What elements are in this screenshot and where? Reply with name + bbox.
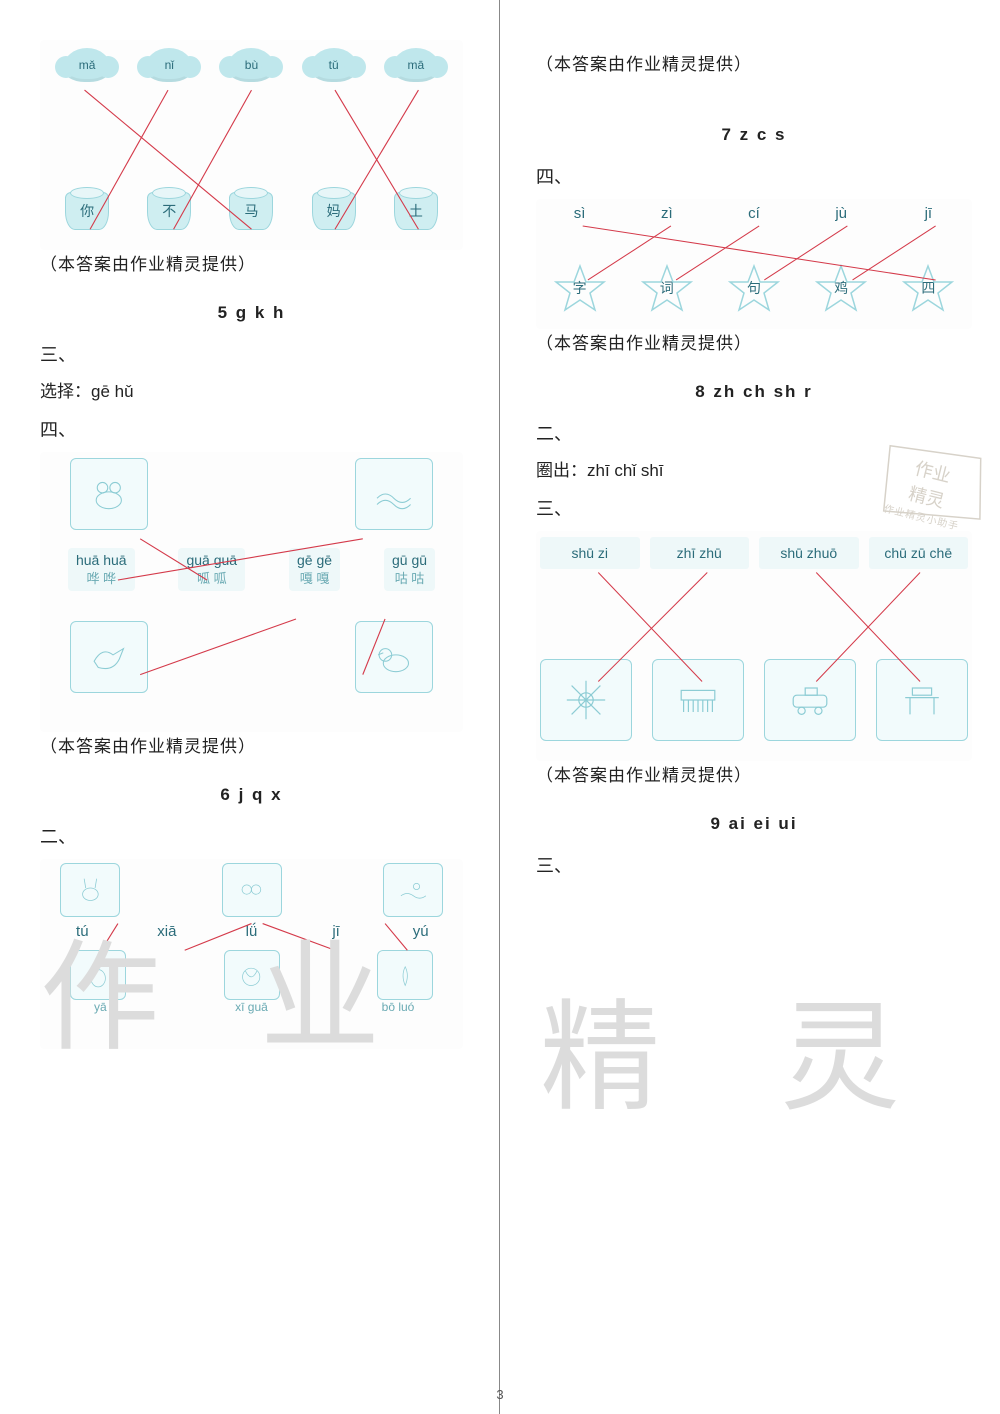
star-3: 句: [728, 264, 780, 312]
credit-4: （本答案由作业精灵提供）: [536, 329, 972, 354]
heading-8zhchshr: 8 zh ch sh r: [536, 382, 972, 402]
credit-1: （本答案由作业精灵提供）: [40, 250, 463, 275]
sec-label-9-3: 三、: [536, 852, 972, 878]
tile-rabbit: [60, 863, 120, 917]
page-number: 3: [496, 1387, 503, 1402]
tile-insects: [222, 863, 282, 917]
heading-7zcs: 7 z c s: [536, 125, 972, 145]
chip-2: guā guā呱 呱: [178, 548, 245, 591]
sec-label-8-3: 三、: [536, 495, 972, 521]
sec3-text: 选择：gē hǔ: [40, 377, 463, 402]
match-clouds-buckets: mǎ nǐ bù tǔ mā 你 不 马 妈 土: [40, 40, 463, 275]
py-ji: jī: [900, 205, 956, 222]
match-words-pictures: shū zi zhī zhū shū zhuō chū zū chē: [536, 531, 972, 786]
cloud-1: mǎ: [63, 48, 111, 82]
fl-boluo: bō luó: [363, 1000, 433, 1014]
match-animals-sounds: huā huā哗 哗 guā guā呱 呱 gē gē嘎 嘎 gū gū咕 咕: [40, 452, 463, 757]
bucket-1: 你: [65, 192, 109, 230]
tile-boluo: [377, 950, 433, 1000]
lbl-ji: jī: [308, 923, 364, 940]
star-5: 四: [902, 264, 954, 312]
fl-yali: yā lí: [70, 1000, 140, 1014]
bucket-3: 马: [229, 192, 273, 230]
tile-desk: [876, 659, 968, 741]
sec-label-8-2: 二、: [536, 420, 972, 446]
py-zi: zì: [639, 205, 695, 222]
sec8-2-text: 圈出：zhī chǐ shī: [536, 456, 972, 481]
tile-watermelon: [224, 950, 280, 1000]
credit-5: （本答案由作业精灵提供）: [536, 761, 972, 786]
tile-duck: [355, 621, 433, 693]
heading-9aieiui: 9 ai ei ui: [536, 814, 972, 834]
sec-label-6-2: 二、: [40, 823, 463, 849]
tile-dove: [70, 621, 148, 693]
chip-1: huā huā哗 哗: [68, 548, 135, 591]
bucket-5: 土: [394, 192, 438, 230]
bucket-4: 妈: [312, 192, 356, 230]
star-2: 词: [641, 264, 693, 312]
tile-spider: [540, 659, 632, 741]
sec-label-3: 三、: [40, 341, 463, 367]
tile-frog: [70, 458, 148, 530]
lbl-yu: yú: [393, 923, 449, 940]
chip-4: gū gū咕 咕: [384, 548, 435, 591]
tile-comb: [652, 659, 744, 741]
lbl-tu: tú: [54, 923, 110, 940]
cloud-4: tǔ: [310, 48, 358, 82]
fl-xigua: xī guā: [217, 1000, 287, 1014]
py-si: sì: [552, 205, 608, 222]
bar-chuzuche: chū zū chē: [869, 537, 969, 569]
sec-label-7-4: 四、: [536, 163, 972, 189]
py-ju: jù: [813, 205, 869, 222]
bar-zhizhu: zhī zhū: [650, 537, 750, 569]
tile-river: [355, 458, 433, 530]
heading-6jqx: 6 j q x: [40, 785, 463, 805]
bar-shuzi: shū zi: [540, 537, 640, 569]
heading-5gkh: 5 g k h: [40, 303, 463, 323]
bucket-2: 不: [147, 192, 191, 230]
cloud-5: mā: [392, 48, 440, 82]
star-4: 鸡: [815, 264, 867, 312]
cloud-2: nǐ: [145, 48, 193, 82]
cloud-3: bù: [227, 48, 275, 82]
lbl-lv: lǘ: [223, 923, 279, 940]
chip-3: gē gē嘎 嘎: [289, 548, 340, 591]
lbl-xia: xiā: [139, 923, 195, 940]
tile-swimmer: [383, 863, 443, 917]
match-pinyin-stars: sì zì cí jù jī 字 词 句 鸡 四: [536, 199, 972, 354]
py-ci: cí: [726, 205, 782, 222]
credit-2: （本答案由作业精灵提供）: [40, 732, 463, 757]
bar-shuzhuo: shū zhuō: [759, 537, 859, 569]
star-1: 字: [554, 264, 606, 312]
tile-pear: [70, 950, 126, 1000]
tile-car: [764, 659, 856, 741]
credit-3: （本答案由作业精灵提供）: [536, 50, 972, 75]
match-jqx: tú xiā lǘ jī yú yā lí xī guā bō luó: [40, 859, 463, 1049]
sec-label-4: 四、: [40, 416, 463, 442]
